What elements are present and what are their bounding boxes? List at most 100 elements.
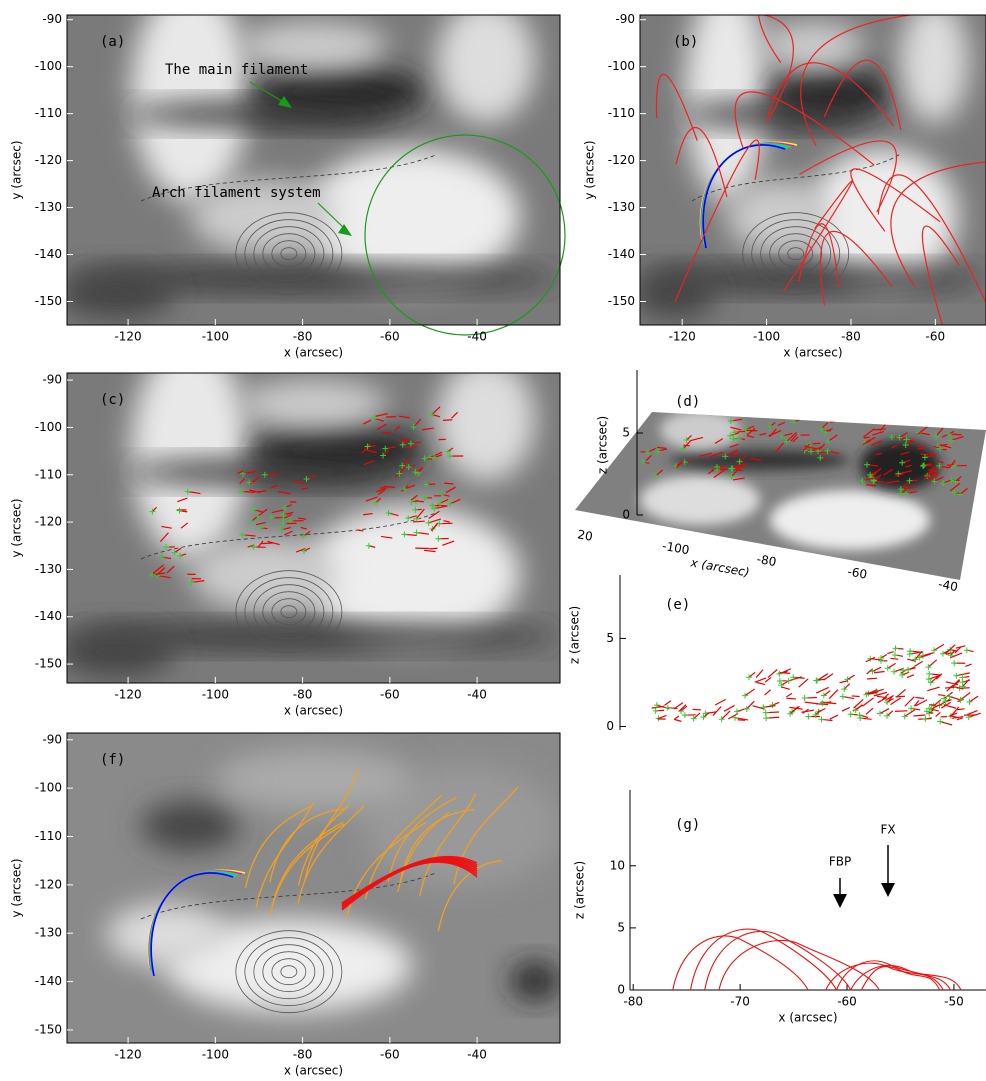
dip-marker [847,711,854,718]
field-vector [955,404,965,411]
contour [140,872,437,920]
y-tick-label: -140 [608,247,635,261]
solar-image [67,373,560,683]
region-circle [364,134,566,336]
field-vector [956,708,965,711]
field-vector [756,412,768,416]
field-vector [879,708,890,715]
field-vector [894,710,908,713]
field-vector [412,520,425,523]
field-vector [413,418,422,428]
field-line [734,91,875,166]
loop [672,935,809,991]
dip-marker [407,440,414,447]
field-vector [786,692,793,698]
dip-marker [778,682,785,689]
dip-marker [429,411,436,418]
field-line [823,59,902,131]
dip-marker [760,704,767,711]
dip-marker [896,434,903,441]
dip-marker [926,670,933,677]
dip-marker [412,469,419,476]
field-vector [867,677,878,680]
dip-marker [906,651,913,658]
dip-marker [936,462,943,469]
x-tick-label: -100 [202,1048,229,1062]
image-feature [899,15,969,124]
field-vector [938,694,946,697]
field-vector [825,427,833,433]
field-vector [283,530,293,536]
image-feature [806,148,959,285]
field-line [819,230,893,306]
field-vector [444,482,454,485]
y-axis-label: z (arcsec) [573,861,587,919]
field-vector [851,695,860,698]
field-vector [865,707,874,715]
field-vector [871,440,883,446]
field-line [270,821,344,911]
field-vector [447,447,454,453]
field-vector [375,413,388,417]
field-vector [442,540,455,546]
field-vector [864,412,876,414]
dip-marker [877,710,884,717]
field-vector [818,451,831,454]
dip-marker [655,448,662,455]
dip-marker [690,715,697,722]
field-vector [709,451,723,458]
field-vector [166,565,175,574]
contour [253,584,325,640]
dip-marker [731,429,738,436]
field-vector [769,422,776,427]
y-tick-label: -140 [35,609,62,623]
dip-marker [908,705,915,712]
image-feature [436,373,536,482]
field-vector [739,454,748,463]
field-vector [943,479,951,484]
dip-marker [365,542,372,549]
field-vector [897,412,906,417]
x-tick-label: -120 [114,1048,141,1062]
field-vector [865,656,876,663]
image-feature [131,373,250,559]
field-vector [725,449,738,457]
field-vector [824,402,831,411]
x-tick-label: -60 [837,995,857,1009]
contour [751,219,841,289]
dip-marker [431,454,438,461]
field-vector [357,529,364,532]
field-vector [945,644,956,655]
field-line [675,127,728,198]
field-vector [748,671,756,678]
dip-marker [303,476,310,483]
x-axis-label: x (arcsec) [783,346,842,360]
field-vector [376,423,387,431]
contour [760,226,832,282]
field-vector [767,669,778,678]
dip-marker [919,463,926,470]
dip-marker [421,455,428,462]
dip-marker [257,524,264,531]
field-vector [919,653,931,659]
field-vector [429,547,438,550]
field-vector [942,412,950,416]
field-vector [394,425,401,432]
field-vector [364,449,378,454]
field-vector [735,463,748,468]
field-line [437,860,503,932]
dip-marker [884,712,891,719]
dip-marker [728,473,735,480]
dip-marker [923,399,929,405]
field-vector [946,684,954,692]
dip-marker [413,515,420,522]
x-axis-label: x (arcsec) [689,555,751,579]
dip-marker [382,445,389,452]
y-tick-label: -100 [35,781,62,795]
field-line [269,808,345,883]
field-vector [714,698,727,706]
field-vector [939,698,951,706]
contour [262,233,316,275]
field-vector [771,407,776,412]
y-tick-label: -110 [35,467,62,481]
